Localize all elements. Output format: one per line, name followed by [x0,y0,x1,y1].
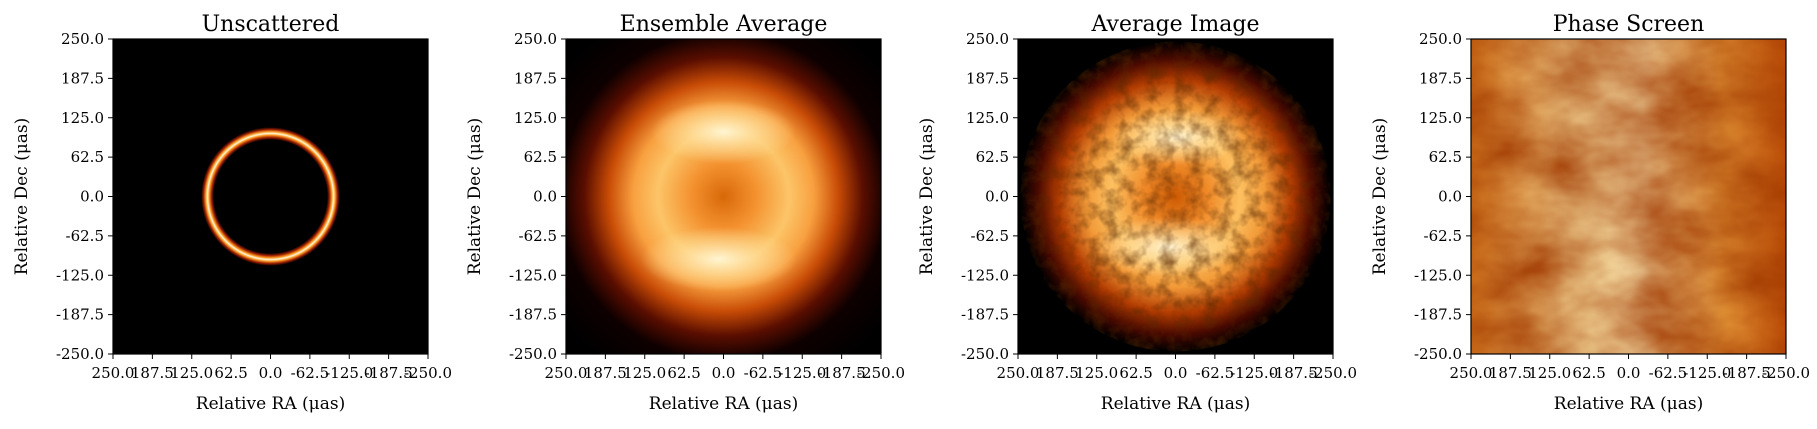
x-tick-label: 250.0 [1450,364,1493,382]
x-axis-label: Relative RA (μas) [1101,394,1250,414]
x-tick-label: 250.0 [545,364,588,382]
y-tick-label: -187.5 [56,306,104,324]
y-tick-label: -62.5 [971,227,1009,245]
y-tick-label: 0.0 [1438,188,1462,206]
y-tick-label: 187.5 [61,69,104,87]
y-tick-label: -250.0 [1414,345,1462,363]
y-tick-label: -187.5 [509,306,557,324]
x-tick-label: 62.5 [214,364,247,382]
y-tick-label: -62.5 [1424,227,1462,245]
y-tick-label: -250.0 [509,345,557,363]
x-axis-label: Relative RA (μas) [1554,394,1703,414]
y-tick-label: 187.5 [1419,69,1462,87]
x-tick-label: 187.5 [131,364,174,382]
x-tick-label: 125.0 [1075,364,1118,382]
y-tick-label: -187.5 [1414,306,1462,324]
y-axis-label: Relative Dec (μas) [1370,118,1390,276]
x-tick-label: -125.0 [1230,364,1278,382]
y-tick-label: -125.0 [509,266,557,284]
x-tick-label: 0.0 [259,364,283,382]
x-tick-label: -250.0 [1309,364,1357,382]
y-tick-label: 62.5 [524,148,557,166]
y-axis-label: Relative Dec (μas) [465,118,485,276]
x-tick-label: 62.5 [1119,364,1152,382]
y-tick-label: 125.0 [514,109,557,127]
y-axis-label: Relative Dec (μas) [12,118,32,276]
y-tick-label: -250.0 [56,345,104,363]
x-tick-label: 62.5 [1572,364,1605,382]
y-tick-label: 62.5 [1429,148,1462,166]
x-tick-label: -125.0 [1683,364,1731,382]
x-tick-label: 0.0 [1617,364,1641,382]
y-tick-label: -187.5 [961,306,1009,324]
y-tick-label: 62.5 [976,148,1009,166]
y-tick-label: 0.0 [80,188,104,206]
y-tick-label: 250.0 [1419,30,1462,48]
y-tick-label: 250.0 [966,30,1009,48]
chart-title: Phase Screen [1553,12,1705,37]
x-tick-label: -62.5 [744,364,782,382]
y-axis-label: Relative Dec (μas) [917,118,937,276]
chart-title: Unscattered [202,12,340,37]
panel-image [1471,39,1786,354]
x-tick-label: 0.0 [1164,364,1188,382]
x-tick-label: -250.0 [404,364,452,382]
panel-image [1018,39,1333,354]
x-tick-label: 187.5 [1036,364,1079,382]
x-tick-label: -250.0 [857,364,905,382]
x-tick-label: 187.5 [1489,364,1532,382]
y-tick-label: -250.0 [961,345,1009,363]
x-tick-label: -125.0 [325,364,373,382]
y-tick-label: -125.0 [961,266,1009,284]
x-tick-label: -187.5 [365,364,413,382]
y-tick-label: 125.0 [966,109,1009,127]
x-tick-label: -62.5 [291,364,329,382]
x-tick-label: 187.5 [584,364,627,382]
y-tick-label: 62.5 [71,148,104,166]
x-tick-label: -62.5 [1649,364,1687,382]
x-tick-label: -125.0 [778,364,826,382]
y-tick-label: -62.5 [519,227,557,245]
x-tick-label: -187.5 [818,364,866,382]
x-tick-label: 125.0 [170,364,213,382]
y-tick-label: 250.0 [514,30,557,48]
x-axis-label: Relative RA (μas) [649,394,798,414]
chart-title: Average Image [1091,12,1260,37]
y-tick-label: -125.0 [56,266,104,284]
y-tick-label: 125.0 [1419,109,1462,127]
x-tick-label: 0.0 [712,364,736,382]
y-tick-label: 0.0 [985,188,1009,206]
y-tick-label: 187.5 [514,69,557,87]
y-tick-label: -62.5 [66,227,104,245]
x-tick-label: 62.5 [667,364,700,382]
x-tick-label: -62.5 [1196,364,1234,382]
x-tick-label: -187.5 [1270,364,1318,382]
y-tick-label: -125.0 [1414,266,1462,284]
x-axis-label: Relative RA (μas) [196,394,345,414]
panel-image [113,39,428,354]
x-tick-label: 250.0 [92,364,135,382]
y-tick-label: 0.0 [533,188,557,206]
x-tick-label: 250.0 [997,364,1040,382]
x-tick-label: 125.0 [1528,364,1571,382]
x-tick-label: 125.0 [623,364,666,382]
x-tick-label: -187.5 [1723,364,1771,382]
x-tick-label: -250.0 [1762,364,1810,382]
y-tick-label: 250.0 [61,30,104,48]
panel-image [566,39,881,354]
chart-title: Ensemble Average [620,12,828,37]
y-tick-label: 187.5 [966,69,1009,87]
y-tick-label: 125.0 [61,109,104,127]
